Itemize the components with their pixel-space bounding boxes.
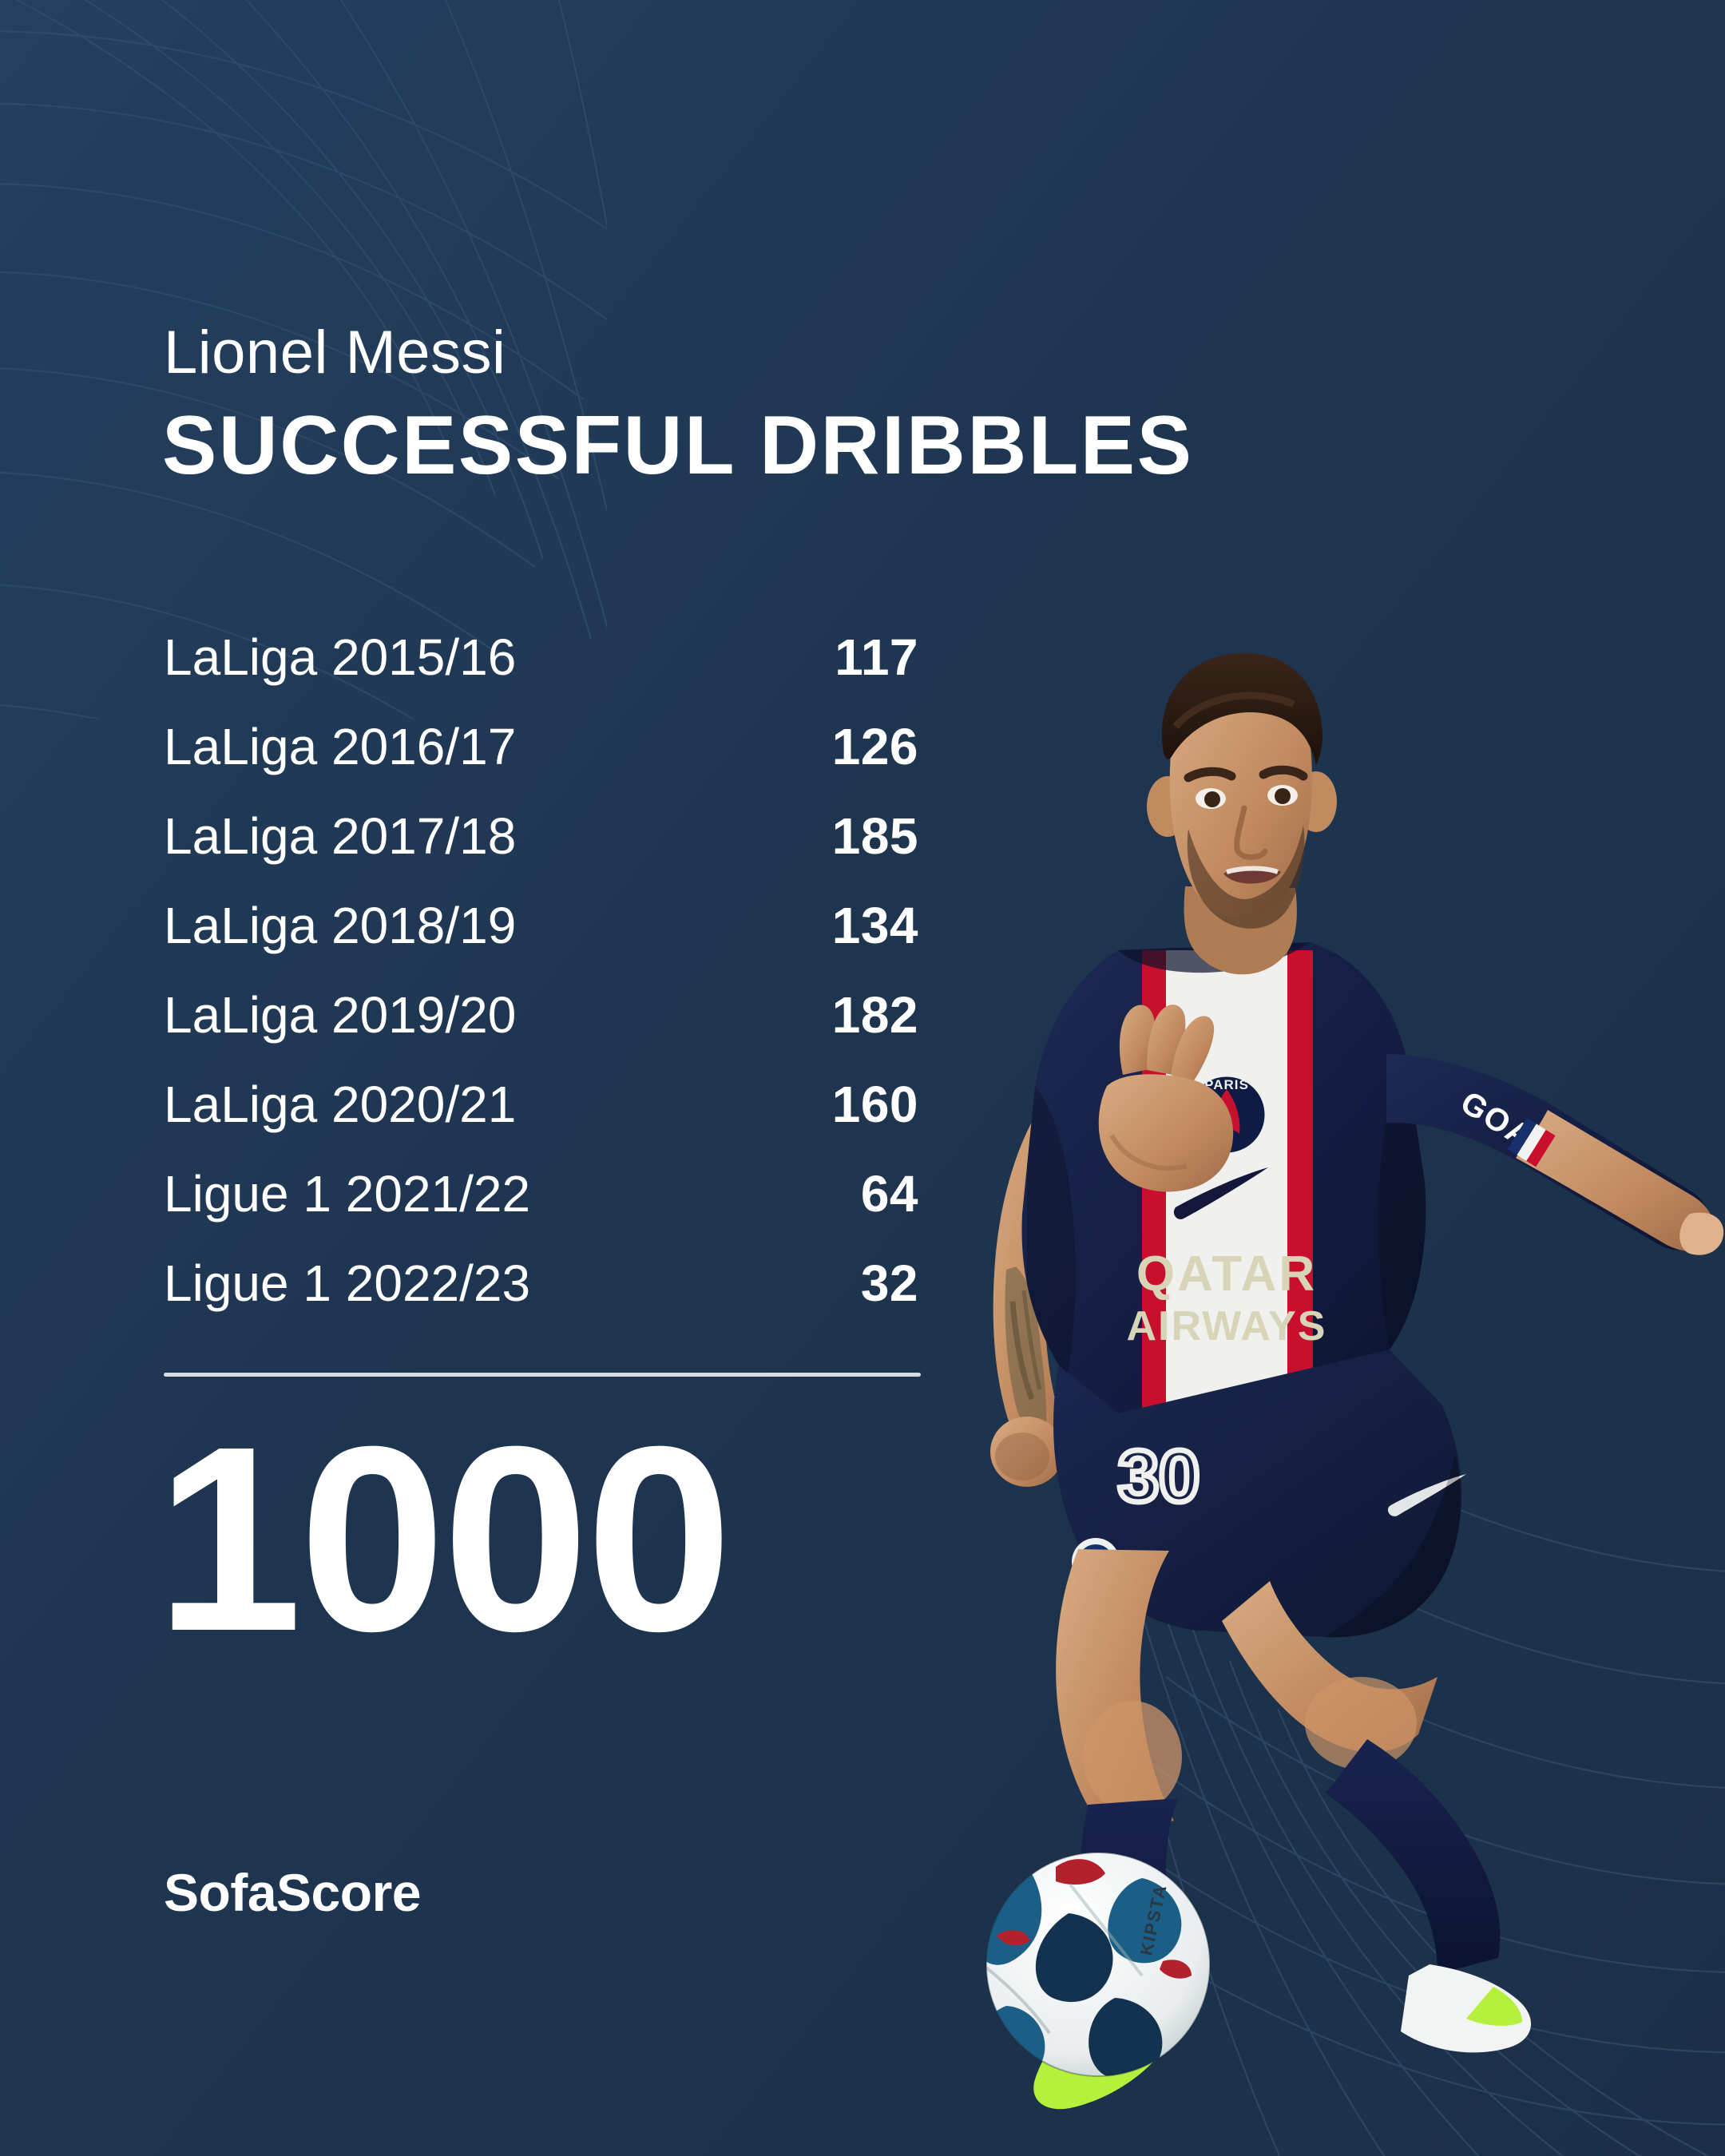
- total-divider: [164, 1373, 921, 1377]
- table-row: LaLiga 2016/17 126: [164, 717, 918, 807]
- football-ball: KIPSTA: [985, 1852, 1211, 2077]
- row-label: LaLiga 2019/20: [164, 986, 517, 1044]
- table-row: LaLiga 2017/18 185: [164, 807, 918, 896]
- row-value: 182: [831, 986, 918, 1044]
- table-row: LaLiga 2020/21 160: [164, 1075, 918, 1164]
- page-title: SUCCESSFUL DRIBBLES: [162, 399, 1194, 492]
- row-label: LaLiga 2017/18: [164, 807, 517, 865]
- row-value: 160: [831, 1076, 918, 1133]
- stats-list: LaLiga 2015/16 117 LaLiga 2016/17 126 La…: [164, 628, 918, 1343]
- row-label: LaLiga 2018/19: [164, 897, 517, 954]
- table-row: Ligue 1 2022/23 32: [164, 1254, 918, 1343]
- row-value: 126: [831, 718, 918, 775]
- total-value: 1000: [156, 1391, 732, 1686]
- row-label: LaLiga 2015/16: [164, 628, 517, 686]
- table-row: LaLiga 2015/16 117: [164, 628, 918, 717]
- row-value: 64: [860, 1165, 918, 1223]
- player-right-sock: [1326, 1739, 1501, 1974]
- row-label: LaLiga 2016/17: [164, 718, 517, 775]
- row-value: 134: [831, 897, 918, 954]
- jersey-sponsor-line2: AIRWAYS: [1127, 1303, 1327, 1349]
- row-value: 117: [835, 628, 918, 686]
- table-row: LaLiga 2018/19 134: [164, 896, 918, 985]
- shorts-number: 30: [1118, 1436, 1200, 1517]
- table-row: LaLiga 2019/20 182: [164, 985, 918, 1075]
- jersey-sponsor-line1: QATAR: [1136, 1246, 1317, 1302]
- row-label: Ligue 1 2022/23: [164, 1254, 531, 1312]
- row-value: 185: [831, 807, 918, 865]
- row-label: LaLiga 2020/21: [164, 1076, 517, 1133]
- player-head: [1147, 652, 1337, 975]
- sofascore-logo: SofaScore: [164, 1863, 421, 1922]
- player-name-label: Lionel Messi: [164, 319, 506, 386]
- table-row: Ligue 1 2021/22 64: [164, 1164, 918, 1254]
- row-label: Ligue 1 2021/22: [164, 1165, 531, 1223]
- row-value: 32: [860, 1254, 918, 1312]
- messi-dribbling-photo: QATAR AIRWAYS PARIS GOAT: [985, 652, 1724, 2110]
